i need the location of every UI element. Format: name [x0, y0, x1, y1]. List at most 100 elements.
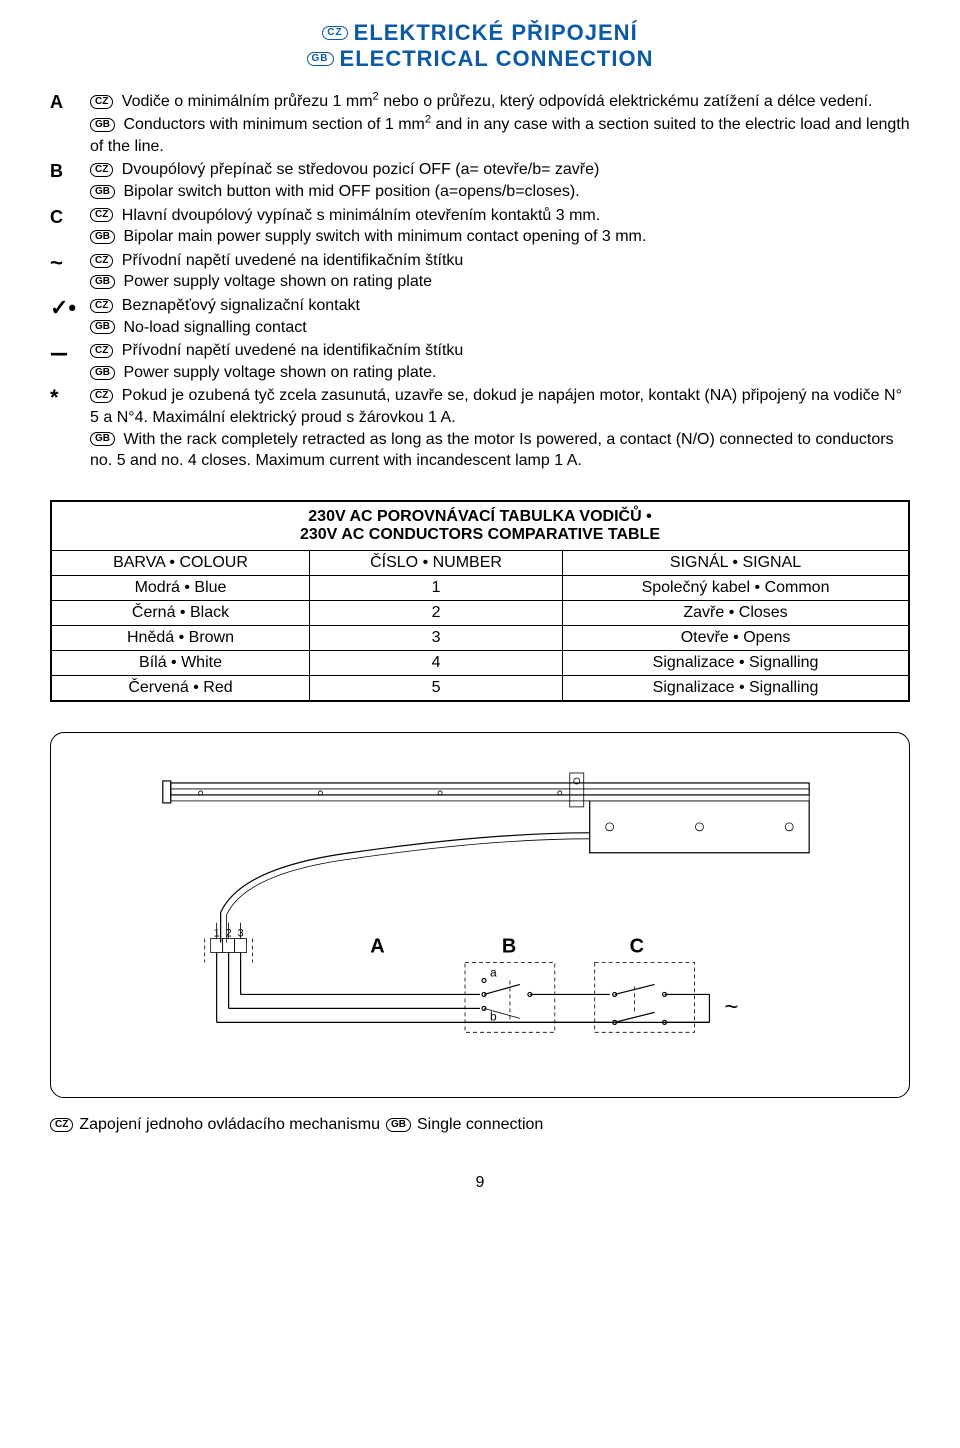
- switch-c: C: [555, 935, 710, 1032]
- definition-row: *CZ Pokud je ozubená tyč zcela zasunutá,…: [50, 385, 910, 471]
- definition-key: *: [50, 385, 90, 471]
- definition-text: Power supply voltage shown on rating pla…: [119, 273, 432, 290]
- definition-line: GB Bipolar main power supply switch with…: [90, 226, 910, 248]
- definition-text: Hlavní dvoupólový vypínač s minimálním o…: [117, 207, 600, 224]
- th-number: ČÍSLO • NUMBER: [310, 550, 563, 575]
- gb-badge-icon: GB: [90, 432, 115, 446]
- definition-key: B: [50, 159, 90, 202]
- caption-gb: Single connection: [417, 1116, 543, 1134]
- table-row: Hnědá • Brown3Otevře • Opens: [52, 625, 909, 650]
- table-cell: Signalizace • Signalling: [563, 650, 909, 675]
- badge-gb-icon: GB: [307, 52, 334, 66]
- table-title-cell: 230V AC POROVNÁVACÍ TABULKA VODIČŮ • 230…: [52, 501, 909, 550]
- definition-text: Přívodní napětí uvedené na identifikační…: [117, 342, 463, 359]
- definition-line: GB Power supply voltage shown on rating …: [90, 362, 910, 384]
- table-cell: Modrá • Blue: [52, 575, 310, 600]
- definition-text: Pokud je ozubená tyč zcela zasunutá, uza…: [90, 387, 902, 426]
- definition-text: No-load signalling contact: [119, 319, 307, 336]
- cz-badge-icon: CZ: [90, 389, 113, 403]
- heading-gb-text: ELECTRICAL CONNECTION: [340, 46, 654, 72]
- cz-badge-icon: CZ: [90, 208, 113, 222]
- definition-body: CZ Pokud je ozubená tyč zcela zasunutá, …: [90, 385, 910, 471]
- table-cell: 2: [310, 600, 563, 625]
- definition-line: GB Conductors with minimum section of 1 …: [90, 113, 910, 158]
- cz-badge-icon: CZ: [90, 95, 113, 109]
- cz-badge-icon: CZ: [90, 254, 113, 268]
- table-title-2: 230V AC CONDUCTORS COMPARATIVE TABLE: [300, 526, 660, 543]
- gb-badge-icon: GB: [90, 185, 115, 199]
- table-cell: 1: [310, 575, 563, 600]
- definition-text: Conductors with minimum section of 1 mm2…: [90, 116, 910, 155]
- label-a: A: [370, 935, 384, 957]
- definition-line: CZ Přívodní napětí uvedené na identifika…: [90, 250, 910, 272]
- definition-text: Bipolar switch button with mid OFF posit…: [119, 183, 580, 200]
- caption-cz: Zapojení jednoho ovládacího mechanismu: [79, 1116, 380, 1134]
- wiring-diagram-box: 1 2 3 A B: [50, 732, 910, 1098]
- definition-body: CZ Beznapěťový signalizační kontaktGB No…: [90, 295, 910, 338]
- table-row: Bílá • White4Signalizace • Signalling: [52, 650, 909, 675]
- definition-text: Přívodní napětí uvedené na identifikační…: [117, 252, 463, 269]
- badge-gb-icon: GB: [386, 1118, 411, 1132]
- label-b-small: b: [490, 1009, 497, 1023]
- heading-cz: CZ ELEKTRICKÉ PŘIPOJENÍ: [50, 20, 910, 46]
- definition-line: CZ Hlavní dvoupólový vypínač s minimální…: [90, 205, 910, 227]
- definition-line: GB Power supply voltage shown on rating …: [90, 271, 910, 293]
- conductors-table-wrap: 230V AC POROVNÁVACÍ TABULKA VODIČŮ • 230…: [50, 500, 910, 702]
- definition-row: BCZ Dvoupólový přepínač se středovou poz…: [50, 159, 910, 202]
- definition-body: CZ Přívodní napětí uvedené na identifika…: [90, 340, 910, 383]
- definition-row: ---CZ Přívodní napětí uvedené na identif…: [50, 340, 910, 383]
- table-cell: 4: [310, 650, 563, 675]
- definition-line: GB Bipolar switch button with mid OFF po…: [90, 181, 910, 203]
- cz-badge-icon: CZ: [90, 163, 113, 177]
- table-cell: Zavře • Closes: [563, 600, 909, 625]
- heading-gb: GB ELECTRICAL CONNECTION: [50, 46, 910, 72]
- definition-text: Bipolar main power supply switch with mi…: [119, 228, 646, 245]
- gb-badge-icon: GB: [90, 320, 115, 334]
- badge-cz-icon: CZ: [50, 1118, 73, 1132]
- cz-badge-icon: CZ: [90, 299, 113, 313]
- definition-line: CZ Pokud je ozubená tyč zcela zasunutá, …: [90, 385, 910, 428]
- definition-key: ✓•: [50, 295, 90, 338]
- definition-key: ---: [50, 340, 90, 383]
- switch-b: B a b: [465, 935, 555, 1032]
- definition-key: ~: [50, 250, 90, 293]
- gb-badge-icon: GB: [90, 275, 115, 289]
- th-signal: SIGNÁL • SIGNAL: [563, 550, 909, 575]
- page-number: 9: [50, 1174, 910, 1192]
- definition-body: CZ Přívodní napětí uvedené na identifika…: [90, 250, 910, 293]
- definition-row: ~CZ Přívodní napětí uvedené na identifik…: [50, 250, 910, 293]
- cz-badge-icon: CZ: [90, 344, 113, 358]
- table-title-1: 230V AC POROVNÁVACÍ TABULKA VODIČŮ •: [308, 508, 651, 525]
- th-colour: BARVA • COLOUR: [52, 550, 310, 575]
- table-cell: Černá • Black: [52, 600, 310, 625]
- table-cell: 3: [310, 625, 563, 650]
- page-heading: CZ ELEKTRICKÉ PŘIPOJENÍ GB ELECTRICAL CO…: [50, 20, 910, 72]
- table-header-row: BARVA • COLOUR ČÍSLO • NUMBER SIGNÁL • S…: [52, 550, 909, 575]
- definitions-list: ACZ Vodiče o minimálním průřezu 1 mm2 ne…: [50, 90, 910, 472]
- table-cell: 5: [310, 675, 563, 700]
- definition-key: A: [50, 90, 90, 157]
- gb-badge-icon: GB: [90, 118, 115, 132]
- definition-body: CZ Hlavní dvoupólový vypínač s minimální…: [90, 205, 910, 248]
- definition-line: CZ Přívodní napětí uvedené na identifika…: [90, 340, 910, 362]
- definition-text: Dvoupólový přepínač se středovou pozicí …: [117, 161, 599, 178]
- label-b: B: [502, 935, 516, 957]
- table-row: Modrá • Blue1Společný kabel • Common: [52, 575, 909, 600]
- table-row: Černá • Black2Zavře • Closes: [52, 600, 909, 625]
- table-title-row: 230V AC POROVNÁVACÍ TABULKA VODIČŮ • 230…: [52, 501, 909, 550]
- definition-text: With the rack completely retracted as lo…: [90, 431, 894, 470]
- definition-text: Beznapěťový signalizační kontakt: [117, 297, 360, 314]
- definition-text: Vodiče o minimálním průřezu 1 mm2 nebo o…: [117, 93, 872, 110]
- definition-key: C: [50, 205, 90, 248]
- definition-row: CCZ Hlavní dvoupólový vypínač s minimáln…: [50, 205, 910, 248]
- definition-line: CZ Beznapěťový signalizační kontakt: [90, 295, 910, 317]
- label-tilde: ~: [724, 993, 738, 1020]
- definition-text: Power supply voltage shown on rating pla…: [119, 364, 437, 381]
- definition-line: CZ Vodiče o minimálním průřezu 1 mm2 neb…: [90, 90, 910, 113]
- definition-row: ✓•CZ Beznapěťový signalizační kontaktGB …: [50, 295, 910, 338]
- table-cell: Bílá • White: [52, 650, 310, 675]
- wiring-diagram: 1 2 3 A B: [71, 763, 889, 1072]
- heading-cz-text: ELEKTRICKÉ PŘIPOJENÍ: [354, 20, 638, 46]
- label-a-small: a: [490, 965, 497, 979]
- gb-badge-icon: GB: [90, 230, 115, 244]
